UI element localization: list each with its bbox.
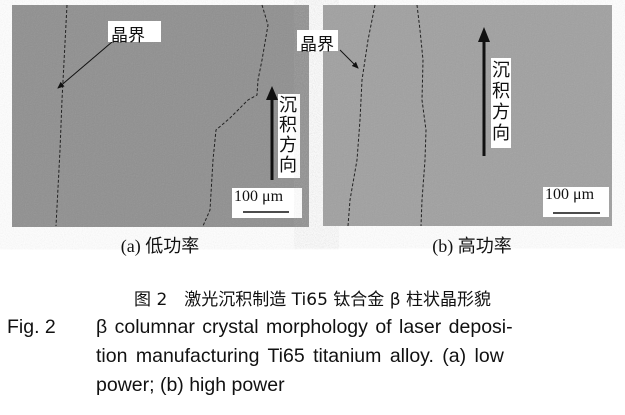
panel-b-caption: (b) 高功率	[432, 236, 512, 256]
deposition-direction-label: 沉积方向	[492, 60, 510, 143]
caption-en-line: tion manufacturing Ti65 titanium alloy. …	[96, 345, 504, 367]
micrograph-figure	[12, 4, 612, 227]
figure-caption-chinese: 图 2 激光沉积制造 Ti65 钛合金 β 柱状晶形貌	[134, 290, 491, 310]
grain-boundary-label: 晶界	[111, 26, 145, 45]
figure-label: Fig. 2	[7, 316, 56, 338]
caption-en-line: power; (b) high power	[96, 374, 285, 396]
scale-label: 100 μm	[234, 188, 284, 205]
grain-boundary-line	[202, 4, 269, 227]
grain-boundary-label: 晶界	[300, 35, 334, 54]
caption-en-line: β columnar crystal morphology of laser d…	[96, 316, 513, 338]
micrograph-b	[297, 4, 612, 227]
grain-boundary-line	[416, 4, 427, 227]
grain-boundary-line	[347, 4, 376, 227]
deposition-direction-label: 沉积方向	[279, 95, 297, 175]
grain-boundary-line	[55, 4, 68, 227]
panel-a-caption: (a) 低功率	[120, 236, 200, 256]
micrograph-a	[12, 4, 309, 227]
scale-label: 100 μm	[545, 186, 595, 203]
